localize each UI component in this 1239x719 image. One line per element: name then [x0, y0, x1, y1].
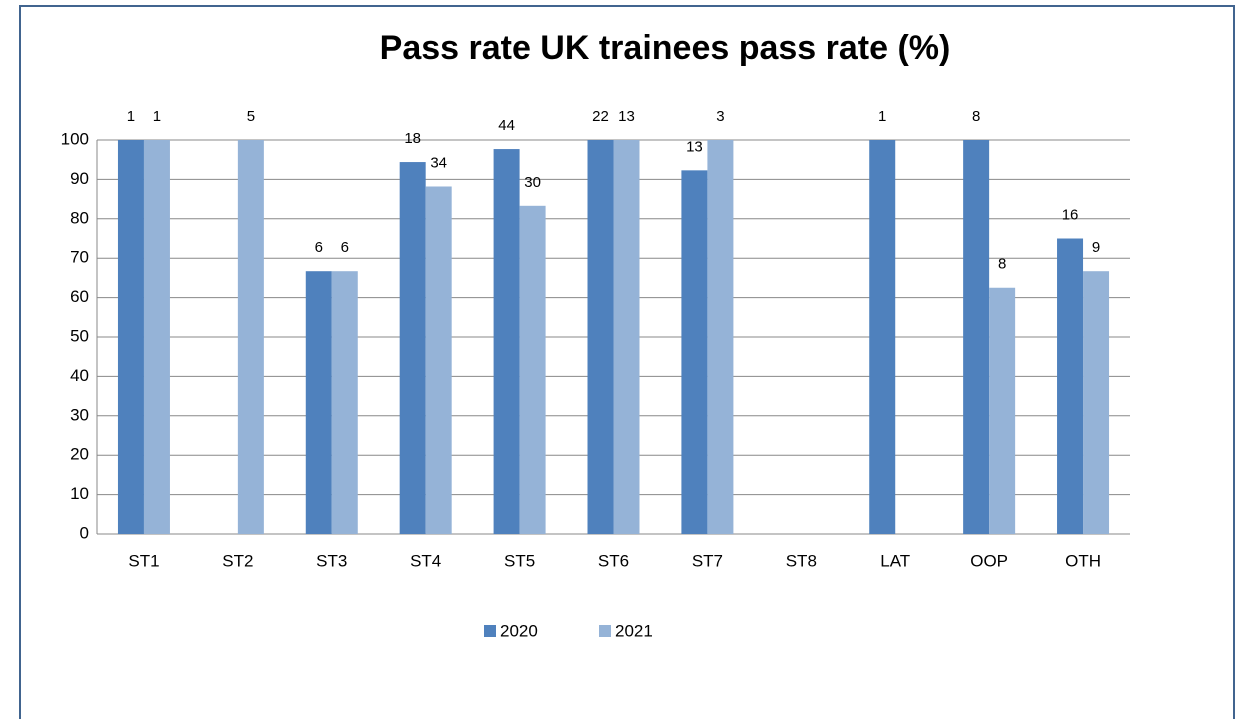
x-tick-label: OOP — [970, 551, 1008, 570]
x-tick-label: ST7 — [692, 551, 723, 570]
y-tick-label: 50 — [70, 326, 89, 345]
bar — [399, 162, 426, 534]
data-label: 8 — [972, 108, 980, 125]
x-tick-label: ST6 — [598, 551, 629, 570]
bar — [143, 140, 170, 534]
frame — [19, 5, 1235, 719]
data-label: 6 — [341, 239, 349, 256]
bar — [305, 271, 332, 534]
bar — [1057, 238, 1084, 534]
bar — [613, 140, 640, 534]
x-tick-label: ST5 — [504, 551, 535, 570]
legend-label: 2020 — [500, 621, 538, 640]
y-tick-label: 20 — [70, 445, 89, 464]
data-label: 1 — [878, 108, 886, 125]
y-tick-label: 60 — [70, 287, 89, 306]
y-tick-label: 30 — [70, 405, 89, 424]
data-label: 3 — [716, 108, 724, 125]
bar — [869, 140, 896, 534]
bar — [117, 140, 144, 534]
legend-label: 2021 — [615, 621, 653, 640]
data-label: 6 — [315, 239, 323, 256]
data-label: 16 — [1062, 206, 1079, 223]
y-tick-label: 80 — [70, 208, 89, 227]
bar — [963, 140, 990, 534]
data-label: 13 — [686, 138, 703, 155]
bar — [519, 205, 546, 534]
bar — [989, 287, 1016, 534]
bar — [1083, 271, 1110, 534]
x-tick-label: OTH — [1065, 551, 1101, 570]
legend-swatch — [484, 625, 496, 637]
data-label: 44 — [498, 117, 515, 134]
data-label: 30 — [524, 174, 541, 191]
bar — [425, 186, 452, 534]
data-label: 34 — [430, 154, 447, 171]
x-tick-label: ST1 — [128, 551, 159, 570]
bar — [237, 140, 264, 534]
y-tick-label: 0 — [80, 523, 89, 542]
data-label: 5 — [247, 108, 255, 125]
x-tick-label: ST3 — [316, 551, 347, 570]
y-tick-label: 40 — [70, 366, 89, 385]
y-tick-label: 70 — [70, 248, 89, 267]
x-tick-label: ST8 — [786, 551, 817, 570]
data-label: 9 — [1092, 239, 1100, 256]
data-label: 22 — [592, 108, 609, 125]
y-tick-label: 90 — [70, 169, 89, 188]
data-label: 13 — [618, 108, 635, 125]
y-tick-label: 100 — [61, 129, 89, 148]
legend-swatch — [599, 625, 611, 637]
data-label: 8 — [998, 256, 1006, 273]
data-label: 18 — [404, 130, 421, 147]
x-tick-label: ST2 — [222, 551, 253, 570]
bar — [707, 140, 734, 534]
x-tick-label: ST4 — [410, 551, 441, 570]
y-tick-label: 10 — [70, 484, 89, 503]
bar — [681, 170, 708, 534]
bar — [587, 140, 614, 534]
bar — [331, 271, 358, 534]
data-label: 1 — [127, 108, 135, 125]
x-tick-label: LAT — [880, 551, 910, 570]
data-label: 1 — [153, 108, 161, 125]
bar — [493, 149, 520, 534]
chart-title: Pass rate UK trainees pass rate (%) — [380, 29, 951, 67]
